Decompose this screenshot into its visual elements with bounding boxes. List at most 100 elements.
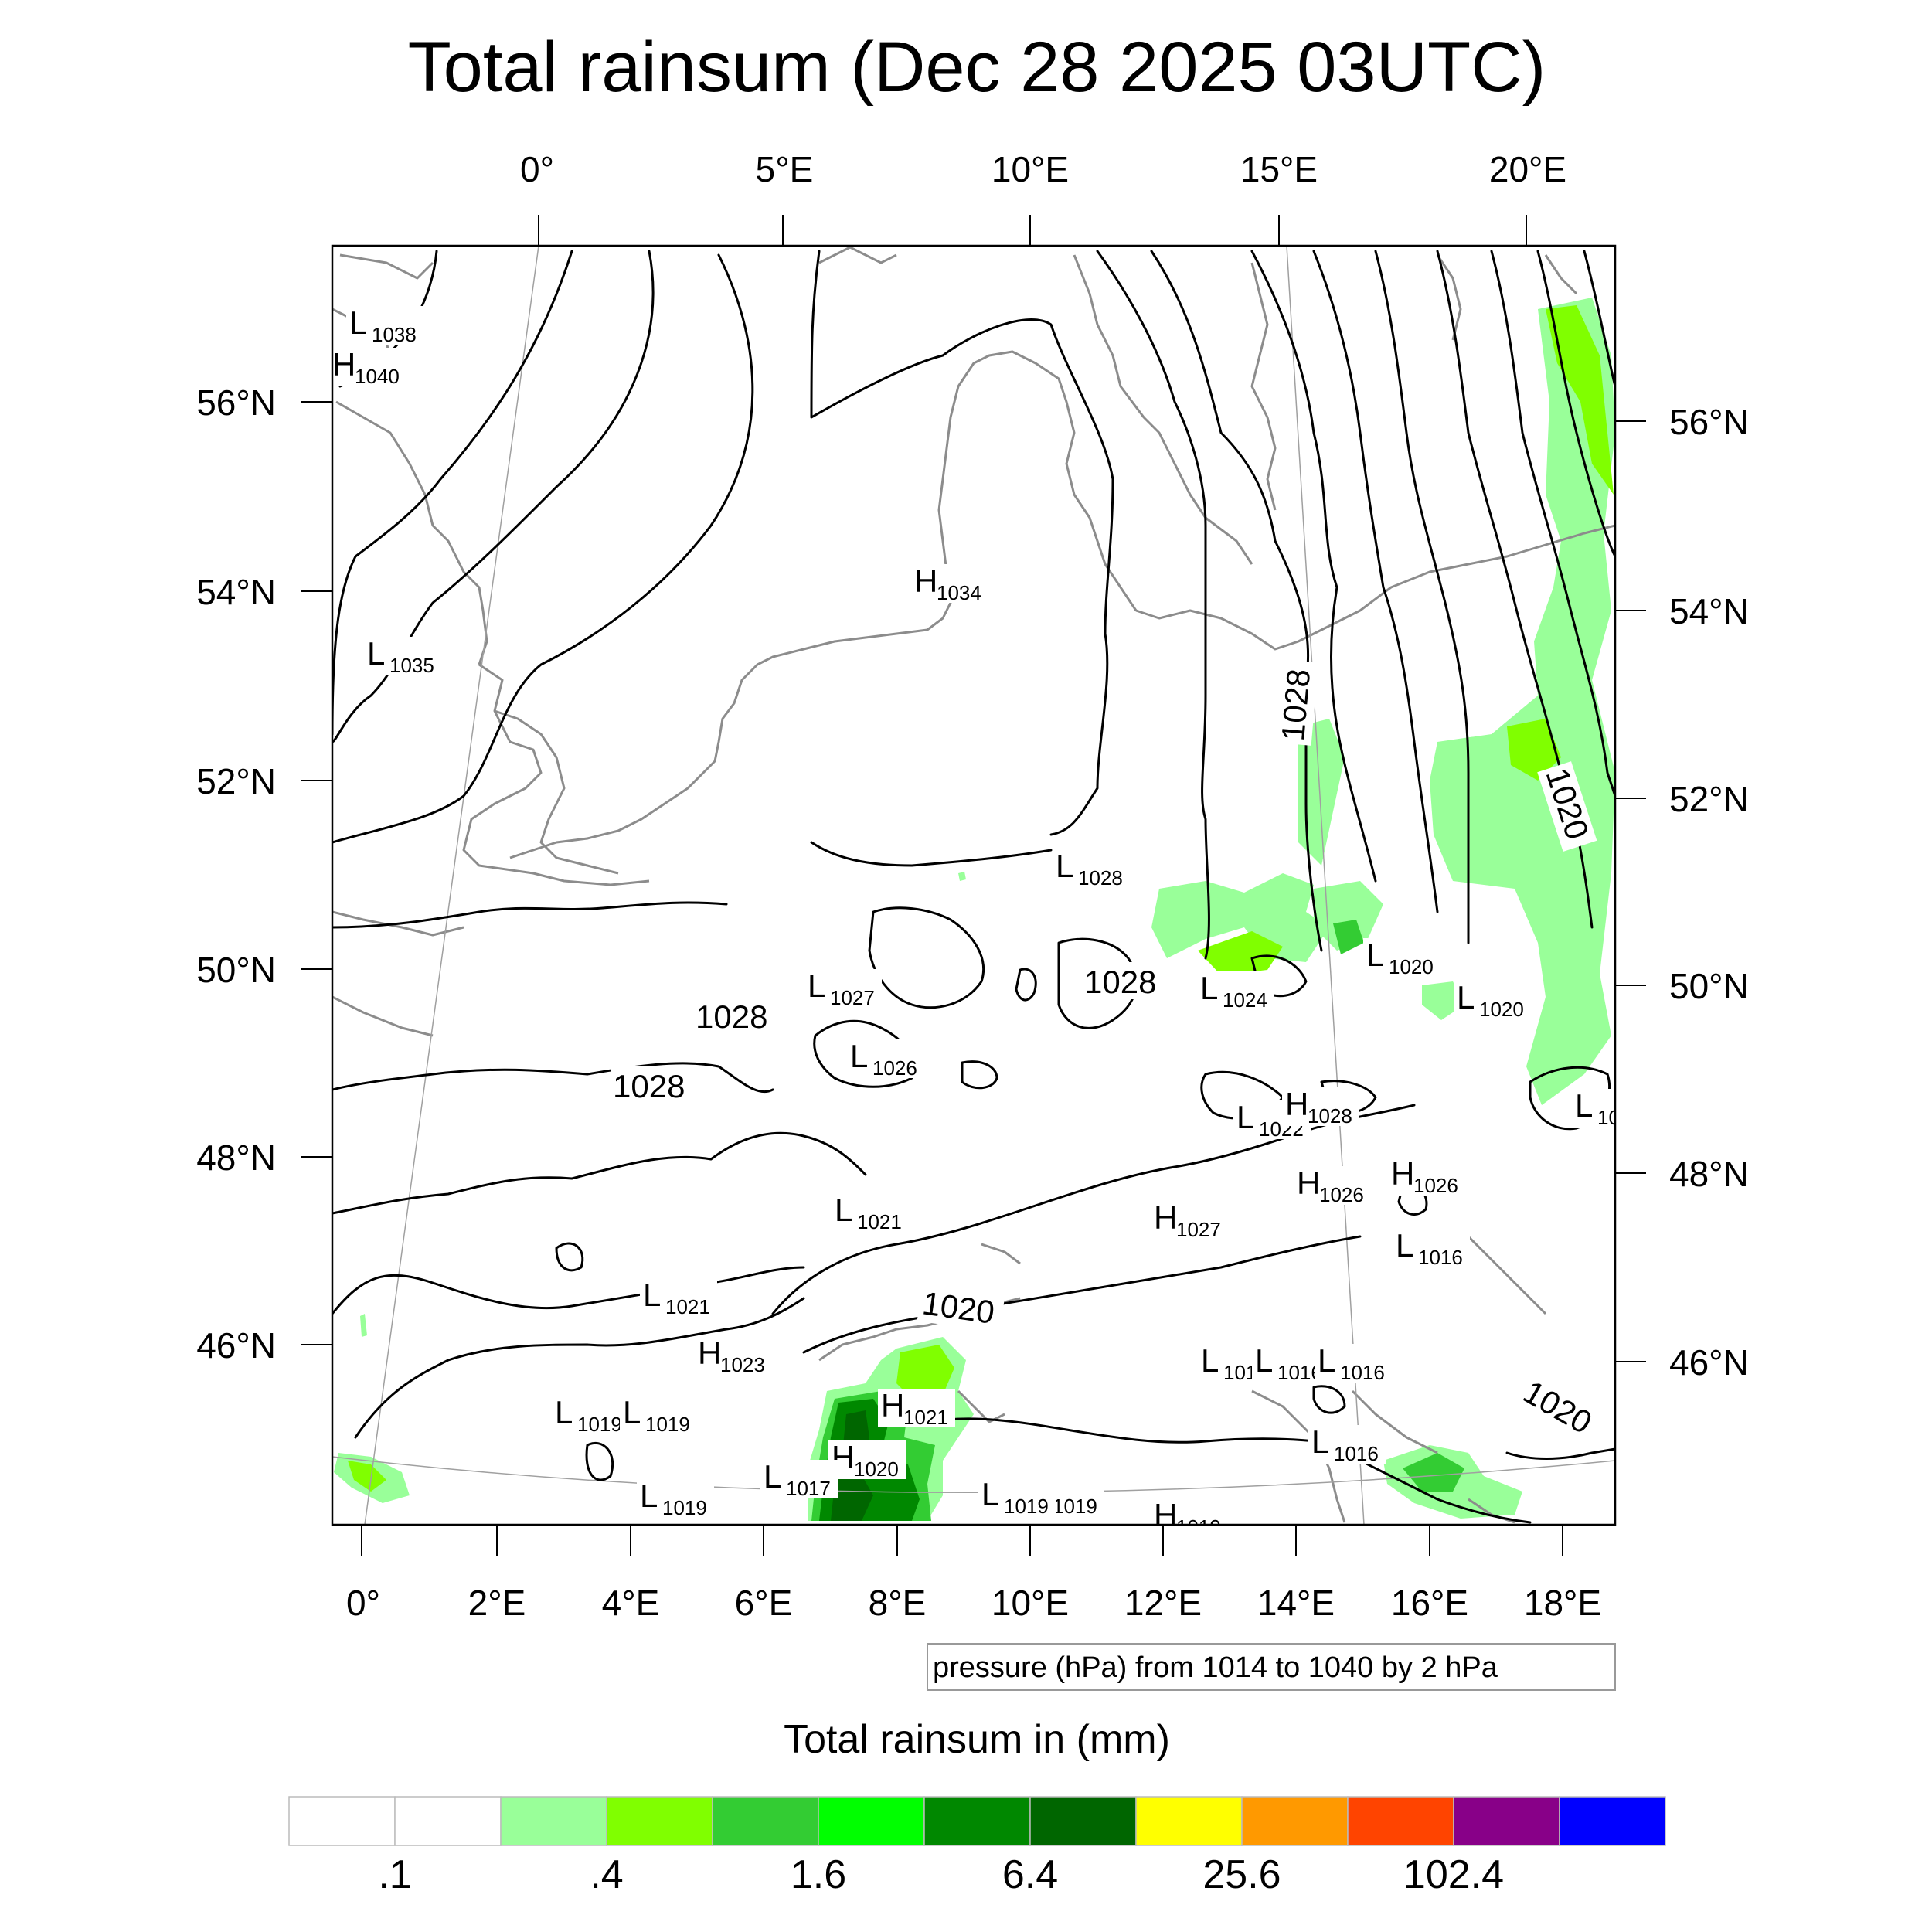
coastline — [1436, 254, 1462, 341]
map-frame — [331, 244, 1617, 1526]
colorbar-swatch — [1241, 1796, 1349, 1846]
border — [981, 1243, 1021, 1265]
colorbar-swatch — [1559, 1796, 1666, 1846]
bottom-tick-label: 12°E — [1124, 1583, 1202, 1623]
pressure-center-letter: L — [850, 1038, 868, 1074]
coastline — [494, 709, 619, 875]
low-pressure-center: L 1019 — [978, 1476, 1056, 1518]
low-pressure-center: L 1020 — [1454, 979, 1531, 1021]
isobar — [1536, 250, 1615, 558]
pressure-center-letter: L — [808, 968, 825, 1004]
isobar — [1250, 250, 1377, 883]
low-pressure-center: L 1038 — [346, 304, 423, 346]
bottom-tick-label: 8°E — [869, 1583, 927, 1623]
rain-area — [1546, 305, 1614, 495]
left-tick-label: 52°N — [196, 761, 276, 801]
pressure-center-letter: L — [1056, 848, 1073, 884]
colorbar-label: 6.4 — [1002, 1852, 1058, 1897]
rain-area — [958, 872, 966, 881]
rain-area — [1151, 873, 1329, 962]
pressure-center-letter: L — [1366, 937, 1384, 973]
isobar — [1312, 1385, 1346, 1414]
low-pressure-center: L 1017 — [760, 1458, 838, 1500]
pressure-center-bg — [1308, 1425, 1386, 1464]
coastline — [1073, 254, 1253, 565]
left-tick-label: 48°N — [196, 1138, 276, 1178]
isobar-label: 1028 — [1084, 964, 1156, 1000]
colorbar: .1 .4 1.6 6.4 25.6 102.4 — [288, 1796, 1666, 1897]
low-pressure-center: L 1020 — [1363, 937, 1440, 978]
pressure-center-letter: L — [981, 1476, 999, 1512]
pressure-center-letter: L — [1457, 979, 1475, 1015]
colorbar-label: 25.6 — [1202, 1852, 1281, 1897]
pressure-center-letter: H — [1297, 1165, 1320, 1201]
colorbar-label: 1.6 — [791, 1852, 846, 1897]
coastline — [509, 350, 1138, 859]
pressure-center-value: 1021 — [903, 1406, 948, 1429]
pressure-center-value: 1028 — [1078, 866, 1123, 889]
coastline — [1351, 1389, 1438, 1454]
pressure-center-bg — [1572, 1089, 1615, 1128]
pressure-center-bg — [1151, 1498, 1228, 1525]
pressure-center-bg — [847, 1039, 924, 1078]
low-pressure-center: L 1016 — [1315, 1342, 1392, 1384]
top-tick-label: 5°E — [756, 149, 814, 189]
left-tick-label: 46°N — [196, 1325, 276, 1366]
pressure-center-value: 1028 — [1308, 1104, 1352, 1128]
isobar — [1374, 250, 1470, 944]
isobar — [926, 1417, 1346, 1447]
pressure-center-bg — [552, 1396, 629, 1434]
pressure-center-value: 1016 — [1334, 1442, 1379, 1465]
isobar-label: 1028 — [613, 1068, 685, 1104]
low-pressure-center: L 1035 — [364, 635, 441, 677]
pressure-center-bg — [1388, 1157, 1465, 1196]
colorbar-swatch — [712, 1796, 819, 1846]
isobar-labels: 1028 1028 1028 1028 1020 1020 1020 — [611, 659, 1605, 1446]
isobar — [802, 1235, 1362, 1354]
low-pressure-center: L 1019 — [552, 1394, 629, 1436]
pressure-center-bg — [760, 1460, 838, 1498]
pressure-center-letter: L — [1255, 1342, 1273, 1379]
pressure-center-value: 1019 — [662, 1496, 707, 1519]
isobar — [332, 250, 573, 736]
pressure-center-value: 1026 — [872, 1056, 917, 1080]
meridian — [1286, 246, 1365, 1525]
pressure-center-value: 1019 — [1176, 1515, 1221, 1539]
rain-area — [1333, 920, 1364, 954]
pressure-center-value: 1021 — [665, 1295, 710, 1318]
pressure-center-value: 1038 — [372, 323, 417, 346]
isobar — [1505, 1447, 1615, 1460]
pressure-center-bg — [1363, 938, 1440, 977]
colorbar-swatch — [1347, 1796, 1454, 1846]
bottom-tick-label: 14°E — [1257, 1583, 1335, 1623]
pressure-center-letter: L — [1236, 1099, 1254, 1135]
top-tick-label: 0° — [520, 149, 554, 189]
pressure-center-letter: L — [1200, 970, 1218, 1006]
pressure-center-letter: H — [1154, 1199, 1177, 1236]
colorbar-swatch — [500, 1796, 607, 1846]
pressure-center-bg — [640, 1278, 717, 1317]
coastline — [1467, 1235, 1547, 1315]
pressure-center-letter: L — [640, 1478, 658, 1514]
pressure-center-letter: L — [367, 635, 385, 672]
isobar — [332, 1131, 867, 1215]
left-tick-label: 50°N — [196, 950, 276, 990]
contour-note: pressure (hPa) from 1014 to 1040 by 2 hP… — [933, 1651, 1498, 1684]
pressure-center-letter: H — [332, 346, 355, 383]
pressure-center-value: 1026 — [1413, 1174, 1458, 1197]
pressure-center-letter: H — [881, 1387, 904, 1423]
rain-area — [360, 1314, 367, 1337]
isobar — [1096, 250, 1210, 960]
coastline — [332, 910, 464, 937]
pressure-center-letter: H — [1391, 1155, 1414, 1192]
isobar-label-bg — [692, 997, 783, 1034]
pressure-center-value: 1016 — [1418, 1246, 1463, 1269]
pressure-center-letter: H — [914, 563, 937, 599]
